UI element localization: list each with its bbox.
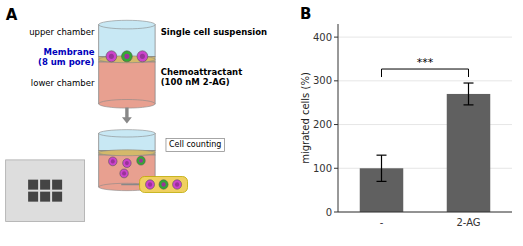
annotation: Membrane(8 um pore) xyxy=(38,47,95,67)
tick-label: 300 xyxy=(313,75,332,86)
cell-nucleus xyxy=(125,161,129,165)
annotation: *** xyxy=(417,56,434,69)
tick xyxy=(334,124,338,125)
panel-label: A xyxy=(6,6,18,24)
cell-nucleus xyxy=(148,182,152,186)
cell xyxy=(159,180,168,189)
x-axis xyxy=(338,212,512,213)
cell-nucleus xyxy=(122,171,126,175)
cell xyxy=(146,180,155,189)
axis-label: migrated cells (%) xyxy=(300,72,311,164)
significance-bracket xyxy=(382,69,469,77)
cell xyxy=(137,156,145,165)
annotation: lower chamber xyxy=(31,78,95,88)
category-label: 2-AG xyxy=(456,217,480,228)
grid-line xyxy=(338,80,512,81)
tick xyxy=(334,37,338,38)
tick xyxy=(334,212,338,213)
cell-nucleus xyxy=(140,54,145,59)
plate-well xyxy=(28,192,38,202)
annotation: Single cell suspension xyxy=(161,27,267,37)
cell xyxy=(106,51,117,62)
annotation: upper chamber xyxy=(29,27,95,37)
tick-label: 200 xyxy=(313,119,332,130)
cell xyxy=(109,157,117,166)
tick-label: 400 xyxy=(313,32,332,43)
plate-well xyxy=(52,180,62,190)
cell xyxy=(123,159,131,168)
tick xyxy=(334,168,338,169)
cell-nucleus xyxy=(161,182,165,186)
cell-nucleus xyxy=(109,54,114,59)
panel-label: B xyxy=(300,5,311,23)
cell xyxy=(120,169,128,178)
tick-label: 0 xyxy=(326,207,332,218)
y-axis xyxy=(338,24,339,212)
arrow xyxy=(122,108,132,124)
cell xyxy=(173,180,182,189)
grid-line xyxy=(338,212,512,213)
error-bar xyxy=(464,83,474,105)
cell-nucleus xyxy=(111,159,115,163)
error-line xyxy=(381,155,382,181)
plate-well xyxy=(28,180,38,190)
cell-nucleus xyxy=(124,54,129,59)
annotation: Cell counting xyxy=(169,140,221,149)
error-cap xyxy=(464,104,474,105)
cell-nucleus xyxy=(139,159,143,163)
bar-panel: B 0 100 200 300 400 migrated cells (%) - 2-AG *** xyxy=(300,5,512,228)
chamber-top xyxy=(99,20,155,29)
plot-marks xyxy=(360,83,491,212)
photo-placeholder xyxy=(6,160,85,222)
tick-label: 100 xyxy=(313,163,332,174)
category-label: - xyxy=(380,217,384,228)
plate-well xyxy=(40,192,50,202)
grid-line xyxy=(338,37,512,38)
tick xyxy=(334,80,338,81)
plate-well xyxy=(52,192,62,202)
figure: Aupper chamber Membrane(8 um pore) lower c… xyxy=(0,0,523,246)
lower-chamber xyxy=(99,62,155,104)
membrane-top xyxy=(99,150,155,156)
error-bar xyxy=(377,155,387,181)
cell-nucleus xyxy=(175,182,179,186)
error-cap xyxy=(464,82,474,83)
annotation: Chemoattractant(100 nM 2-AG) xyxy=(161,67,243,87)
membrane xyxy=(99,151,155,155)
error-cap xyxy=(377,181,387,182)
error-line xyxy=(468,83,469,105)
error-cap xyxy=(377,155,387,156)
diagram-panel: Aupper chamber Membrane(8 um pore) lower c… xyxy=(6,6,267,221)
cell xyxy=(137,51,148,62)
bar xyxy=(447,94,491,212)
annotation-box xyxy=(166,138,224,151)
chamber-top xyxy=(99,130,155,137)
cell xyxy=(122,51,133,62)
plate-well xyxy=(40,180,50,190)
chamber-bottom xyxy=(99,100,155,109)
counted-cells xyxy=(140,177,188,193)
